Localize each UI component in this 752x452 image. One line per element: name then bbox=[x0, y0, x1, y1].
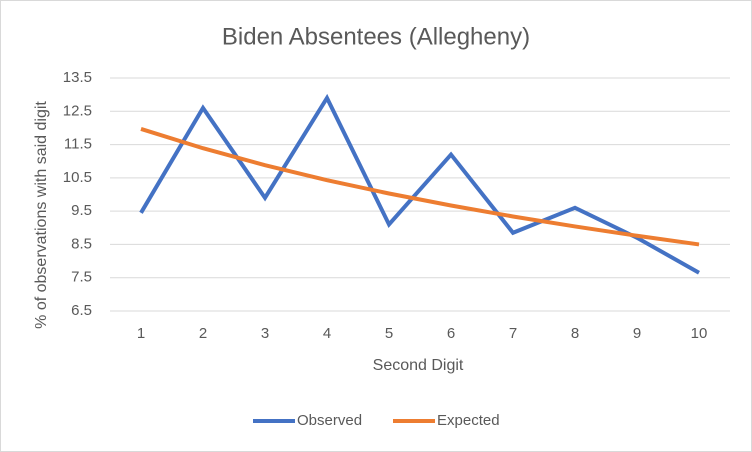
y-tick-label: 13.5 bbox=[63, 69, 92, 86]
data-line bbox=[140, 127, 700, 247]
x-tick-label: 1 bbox=[137, 325, 145, 342]
y-tick-label: 11.5 bbox=[64, 136, 92, 153]
y-tick-label: 10.5 bbox=[63, 169, 92, 186]
y-tick-label: 7.5 bbox=[71, 269, 92, 286]
y-tick-label: 6.5 bbox=[71, 302, 92, 319]
x-axis-label: Second Digit bbox=[373, 357, 464, 374]
y-tick-label: 8.5 bbox=[71, 235, 92, 252]
x-tick-label: 6 bbox=[447, 325, 455, 342]
x-tick-label: 2 bbox=[199, 325, 207, 342]
x-tick-label: 8 bbox=[571, 325, 579, 342]
data-line bbox=[139, 93, 700, 275]
y-axis-label: % of observations with said digit bbox=[33, 101, 50, 329]
x-tick-label: 7 bbox=[509, 325, 517, 342]
x-tick-label: 3 bbox=[261, 325, 269, 342]
y-tick-label: 12.5 bbox=[63, 102, 92, 119]
x-tick-label: 9 bbox=[633, 325, 641, 342]
x-tick-label: 5 bbox=[385, 325, 393, 342]
legend-label: Expected bbox=[437, 412, 500, 429]
y-tick-label: 9.5 bbox=[71, 202, 92, 219]
x-tick-label: 10 bbox=[691, 325, 708, 342]
legend-label: Observed bbox=[297, 412, 362, 429]
chart-title: Biden Absentees (Allegheny) bbox=[222, 23, 530, 50]
x-tick-label: 4 bbox=[323, 325, 331, 342]
